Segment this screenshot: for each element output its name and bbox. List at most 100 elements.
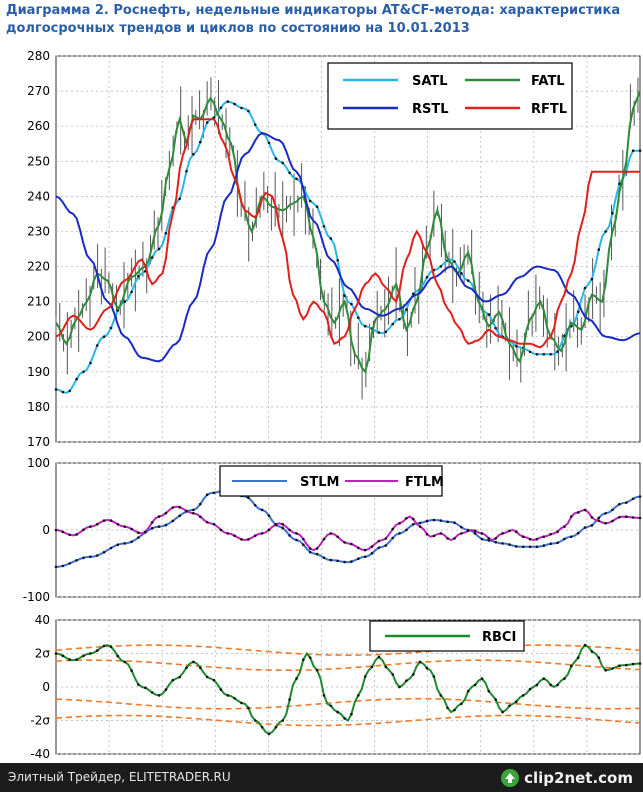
series-ftlm-point bbox=[89, 525, 92, 528]
series-ftlm-point bbox=[212, 523, 216, 526]
series-ftlm-point bbox=[439, 532, 443, 535]
y-tick-label: 180 bbox=[27, 400, 50, 414]
price-lines bbox=[54, 90, 642, 394]
series-ftlm-point bbox=[480, 532, 484, 535]
series-rbci-point bbox=[281, 719, 285, 722]
series-ftlm-point bbox=[432, 534, 436, 538]
price-panel: 170 180 190 200 210 220 230 240 250 260 270 280 SAT… bbox=[27, 49, 642, 449]
series-satl-point bbox=[515, 344, 518, 348]
series-stlm-point bbox=[75, 559, 78, 562]
series-satl-point bbox=[130, 290, 133, 294]
series-stlm-point bbox=[611, 508, 614, 512]
series-stlm-point bbox=[501, 542, 504, 545]
series-rbci-point bbox=[288, 698, 291, 701]
series-ftlm-point bbox=[473, 529, 477, 533]
series-rbci-point bbox=[583, 643, 587, 647]
series-rbci-point bbox=[308, 656, 312, 659]
price-bars bbox=[55, 77, 639, 400]
series-rbci-point bbox=[329, 704, 333, 708]
series-satl-point bbox=[343, 294, 346, 297]
series-rbci-point bbox=[357, 694, 360, 697]
series-stlm-point bbox=[137, 536, 140, 539]
series-satl-point bbox=[631, 149, 635, 152]
series-stlm-point bbox=[480, 537, 484, 541]
rbci-legend: RBCI bbox=[369, 620, 525, 652]
series-fatl-line bbox=[55, 90, 641, 374]
series-ftlm-point bbox=[82, 528, 85, 531]
series-stlm-point bbox=[109, 546, 113, 550]
series-ftlm-point bbox=[453, 537, 456, 540]
series-rbci-point bbox=[590, 650, 594, 653]
stlm-ftlm-panel: -100 0 100 STLM FTLM bbox=[23, 456, 642, 604]
series-satl-point bbox=[583, 286, 587, 290]
series-satl-point bbox=[61, 390, 65, 394]
series-rbci-point bbox=[377, 655, 381, 659]
series-satl-point bbox=[322, 225, 326, 228]
y-tick-label: -2σ bbox=[30, 714, 50, 728]
series-stlm-point bbox=[192, 508, 195, 512]
series-satl-point bbox=[329, 237, 333, 240]
series-stlm-point bbox=[350, 560, 353, 563]
legend-rbci-label: RBCI bbox=[482, 630, 516, 645]
series-stlm-point bbox=[164, 523, 168, 527]
series-rftl-line bbox=[55, 118, 640, 349]
footer-bar: Элитный Трейдер, ELITETRADER.RU clip2net… bbox=[0, 763, 643, 792]
series-rbci-point bbox=[363, 675, 367, 678]
series-stlm-point bbox=[205, 493, 209, 497]
series-stlm-point bbox=[473, 532, 477, 535]
y-tick-label: -40 bbox=[30, 747, 50, 761]
y-tick-label: -100 bbox=[23, 590, 50, 604]
series-stlm-point bbox=[535, 545, 539, 549]
series-rbci-point bbox=[343, 717, 346, 720]
series-satl-point bbox=[82, 370, 85, 374]
series-rbci-point bbox=[384, 665, 388, 669]
series-rbci-point bbox=[638, 662, 642, 665]
series-satl-point bbox=[295, 177, 298, 181]
series-satl-point bbox=[466, 279, 470, 282]
stlm-ftlm-y-axis: -100 0 100 bbox=[23, 456, 50, 604]
series-stlm-point bbox=[453, 521, 456, 524]
series-satl-point bbox=[89, 361, 92, 365]
series-stlm-point bbox=[253, 504, 257, 507]
series-ftlm-point bbox=[178, 505, 181, 509]
series-stlm-point bbox=[425, 519, 429, 523]
series-stlm-point bbox=[590, 524, 594, 527]
series-satl-point bbox=[597, 248, 601, 251]
series-rbci-point bbox=[473, 683, 477, 687]
band-line bbox=[55, 697, 641, 710]
series-stlm-point bbox=[563, 537, 566, 541]
series-ftlm-point bbox=[199, 515, 202, 518]
series-rbci-point bbox=[199, 666, 202, 669]
series-ftlm-point bbox=[281, 523, 285, 526]
series-ftlm-point bbox=[205, 521, 209, 524]
series-ftlm-point bbox=[528, 537, 532, 541]
series-satl-point bbox=[109, 326, 113, 330]
series-ftlm-point bbox=[54, 528, 58, 532]
series-stlm-point bbox=[370, 552, 374, 555]
rbci-grid bbox=[56, 619, 640, 755]
series-stlm-point bbox=[102, 550, 106, 554]
series-ftlm-point bbox=[288, 528, 291, 532]
series-ftlm-point bbox=[521, 535, 525, 538]
band-line bbox=[55, 659, 641, 671]
series-rbci-point bbox=[89, 652, 92, 655]
series-rbci-point bbox=[350, 712, 353, 716]
series-rbci-point bbox=[460, 702, 463, 706]
series-satl-point bbox=[563, 334, 566, 338]
series-stlm-point bbox=[625, 501, 628, 504]
series-ftlm-point bbox=[542, 535, 546, 538]
series-satl-point bbox=[157, 247, 161, 251]
y-tick-label: 0 bbox=[42, 680, 50, 694]
series-rbci-point bbox=[205, 675, 209, 679]
series-satl-point bbox=[192, 153, 195, 156]
series-ftlm-point bbox=[357, 546, 360, 550]
series-rbci-point bbox=[171, 678, 175, 682]
series-stlm-point bbox=[267, 514, 271, 517]
series-satl-point bbox=[178, 197, 181, 200]
series-rbci-point bbox=[418, 660, 422, 664]
series-rbci-point bbox=[556, 683, 559, 687]
series-stlm-point bbox=[199, 502, 202, 506]
series-stlm-point bbox=[61, 564, 65, 568]
series-satl-point bbox=[412, 292, 415, 296]
series-rbci-point bbox=[563, 677, 566, 680]
